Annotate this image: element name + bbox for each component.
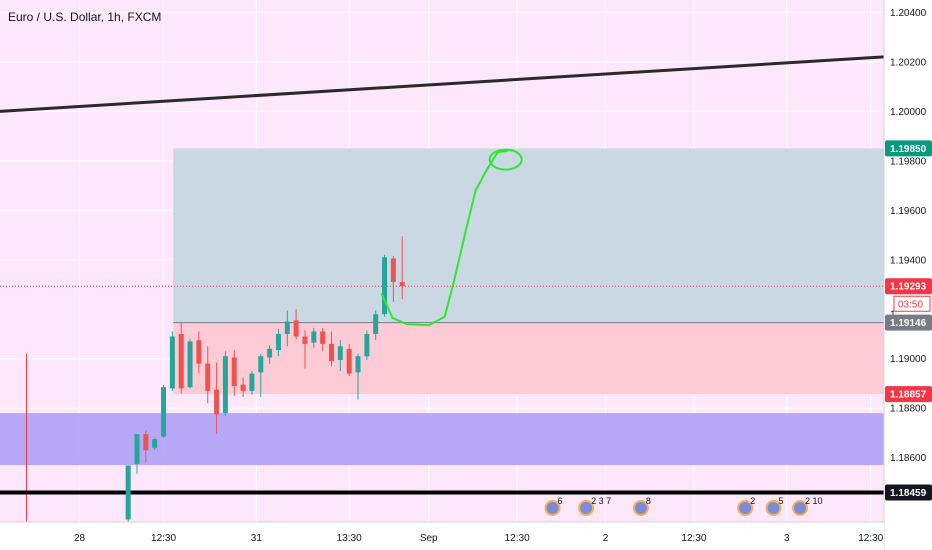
- time-tick-label: Sep: [420, 533, 438, 544]
- chart-title: Euro / U.S. Dollar, 1h, FXCM: [8, 10, 162, 24]
- candle-body: [125, 465, 131, 520]
- time-tick-label: 13:30: [337, 533, 362, 544]
- candle-body: [302, 336, 308, 344]
- economic-event-icon: [765, 500, 782, 516]
- candle-body: [311, 331, 317, 343]
- time-tick-label: 12:30: [505, 533, 530, 544]
- candle-body: [152, 439, 158, 448]
- candle-body: [143, 434, 149, 451]
- time-tick-label: 12:30: [681, 533, 706, 544]
- candle-body: [267, 348, 273, 358]
- economic-event-label: 6: [558, 496, 563, 506]
- price-tick-label: 1.18600: [890, 453, 927, 464]
- candle-body: [222, 356, 228, 414]
- economic-event-label: 2 10: [805, 496, 823, 506]
- candle-body: [355, 356, 361, 373]
- price-tag-label: 1.18459: [890, 488, 927, 499]
- economic-event-icon: [632, 500, 649, 516]
- candle-body: [373, 314, 379, 334]
- candle-body: [390, 258, 396, 283]
- price-tick-label: 1.20000: [890, 107, 927, 118]
- price-tick-label: 1.18800: [890, 404, 927, 415]
- candle-body: [214, 389, 220, 415]
- price-tag: [885, 314, 932, 331]
- economic-event-label: 5: [779, 496, 784, 506]
- candle-body: [240, 384, 246, 391]
- candle-body: [161, 387, 167, 437]
- economic-event-label: 2: [750, 496, 755, 506]
- candle-body: [187, 341, 193, 388]
- candle-body: [178, 333, 184, 389]
- countdown-label: 03:50: [898, 300, 923, 311]
- candle-body: [329, 343, 334, 362]
- candle-body: [284, 321, 290, 334]
- price-tag-label: 1.19293: [890, 282, 927, 293]
- time-tick-label: 3: [784, 533, 790, 544]
- candle-body: [169, 336, 175, 389]
- drawn-target-circle: [488, 148, 523, 171]
- time-tick-label: 12:30: [151, 533, 176, 544]
- drawn-projection-path: [380, 149, 509, 327]
- price-tick-label: 1.19400: [890, 255, 927, 266]
- trendline: [0, 55, 885, 113]
- price-tag: [885, 484, 932, 501]
- price-tick-label: 1.19000: [890, 354, 927, 365]
- candle-body: [275, 333, 281, 351]
- candle-body: [249, 373, 255, 391]
- candle-body: [258, 356, 264, 373]
- economic-event-label: 2 3 7: [591, 496, 611, 506]
- candle-body: [346, 348, 352, 374]
- time-axis-background: [0, 522, 884, 550]
- economic-event-icon: [544, 500, 561, 516]
- price-tick-label: 1.20200: [890, 57, 927, 68]
- price-tick-label: 1.19800: [890, 156, 927, 167]
- price-tag-label: 1.18857: [890, 390, 927, 401]
- economic-event-icon: [578, 500, 595, 516]
- time-tick-label: 28: [74, 533, 86, 544]
- time-tick-label: 31: [251, 533, 263, 544]
- price-tag-label: 1.19146: [890, 318, 927, 329]
- candle-body: [231, 357, 237, 386]
- economic-event-icon: [737, 500, 754, 516]
- economic-event-label: 8: [646, 496, 651, 506]
- countdown-box: [893, 295, 931, 312]
- candle-body: [364, 333, 370, 357]
- price-tick-label: 1.20400: [890, 8, 927, 19]
- demand-zone: [0, 413, 884, 466]
- price-tag-label: 1.19850: [890, 144, 927, 155]
- price-tag: [885, 140, 932, 157]
- candle-body: [205, 363, 211, 391]
- price-tick-label: 1.19600: [890, 206, 927, 217]
- price-tag: [885, 278, 932, 295]
- candle-body: [382, 257, 388, 315]
- candle-body: [293, 320, 299, 337]
- time-tick-label: 2: [603, 533, 609, 544]
- position-profit-zone: [173, 148, 884, 323]
- price-tag: [885, 386, 932, 403]
- candle-body: [196, 340, 202, 364]
- candle-body: [320, 331, 326, 344]
- price-axis-background: [884, 0, 932, 550]
- economic-event-icon: [792, 500, 809, 516]
- candle-body: [399, 282, 405, 287]
- position-loss-zone: [173, 322, 884, 395]
- time-tick-label: 12:30: [858, 533, 883, 544]
- candle-body: [134, 434, 140, 464]
- candle-body: [337, 346, 343, 360]
